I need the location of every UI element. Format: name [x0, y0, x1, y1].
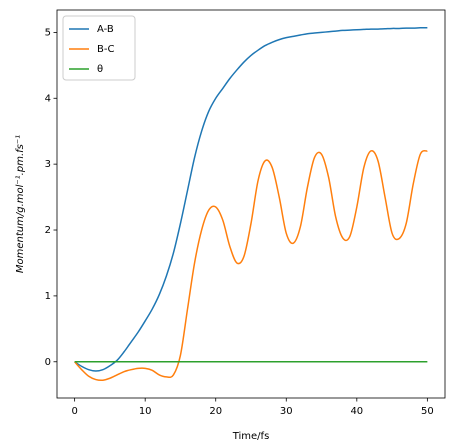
x-tick-label: 30 — [280, 406, 293, 417]
y-tick-label: 2 — [45, 225, 51, 236]
series-line — [74, 27, 428, 372]
x-tick-label: 20 — [209, 406, 222, 417]
legend-label: A-B — [97, 24, 114, 35]
x-axis-label: Time/fs — [232, 431, 270, 442]
x-tick-label: 10 — [139, 406, 152, 417]
y-tick-label: 4 — [45, 93, 51, 104]
x-tick-label: 50 — [421, 406, 434, 417]
x-tick-label: 0 — [71, 406, 77, 417]
y-tick-label: 5 — [45, 27, 51, 38]
y-tick-label: 1 — [45, 291, 51, 302]
y-axis-label: Momentum/g.mol⁻¹.pm.fs⁻¹ — [15, 135, 26, 273]
y-tick-label: 0 — [45, 357, 51, 368]
legend-label: θ — [97, 64, 103, 75]
legend-label: B-C — [97, 44, 114, 55]
plot-frame — [56, 9, 446, 399]
y-tick-label: 3 — [45, 159, 51, 170]
legend-box — [62, 15, 136, 81]
series-line — [74, 150, 428, 382]
x-tick-label: 40 — [350, 406, 363, 417]
